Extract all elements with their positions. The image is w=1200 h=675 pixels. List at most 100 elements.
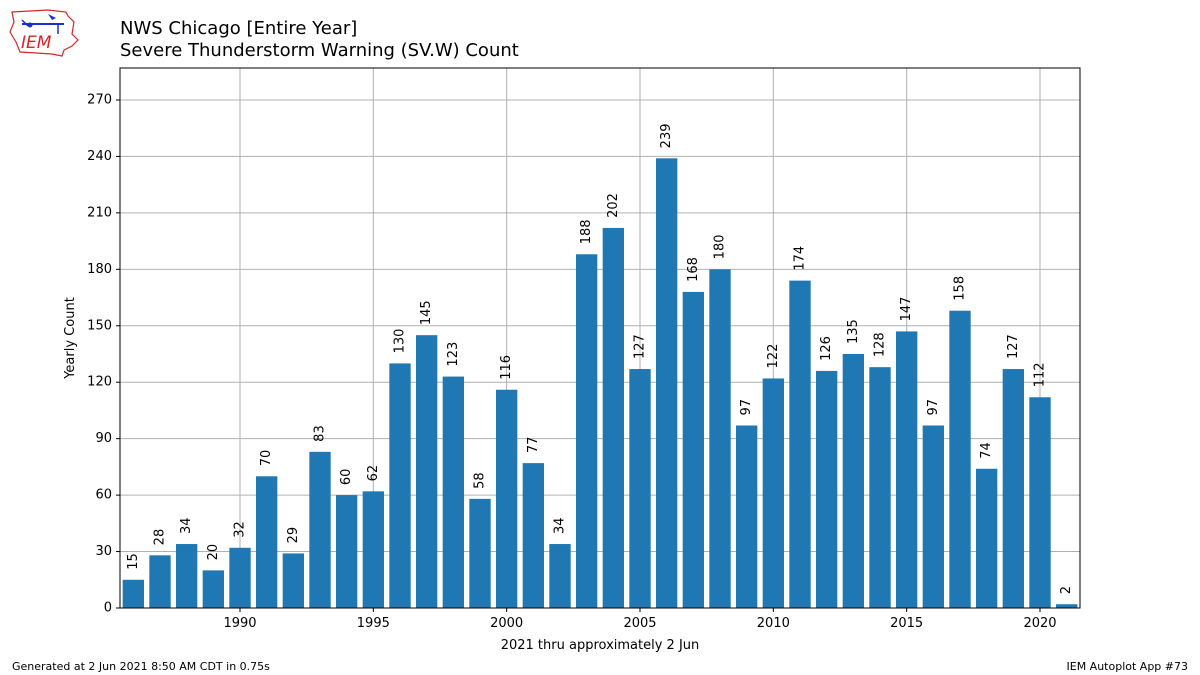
- bar-value-label: 127: [1006, 334, 1021, 359]
- bar: [682, 291, 704, 608]
- axes: 0 30 60 90 120 150 180 210 240 270 1990 1995 2000 200…: [87, 92, 1056, 631]
- x-tick-label: 2005: [623, 616, 656, 631]
- bar-value-label: 130: [393, 329, 408, 354]
- chart-subtitle: Severe Thunderstorm Warning (SV.W) Count: [120, 40, 519, 61]
- x-tick-label: 1990: [223, 616, 256, 631]
- bar: [469, 498, 491, 608]
- bar-value-label: 83: [313, 425, 328, 442]
- bar: [816, 370, 838, 608]
- bars: [122, 158, 1078, 609]
- bar-value-label: 127: [633, 334, 648, 359]
- bar: [789, 280, 811, 608]
- bar: [896, 331, 918, 608]
- x-tick-label: 2015: [890, 616, 923, 631]
- bar: [362, 491, 384, 608]
- bar-value-label: 112: [1033, 362, 1048, 387]
- bar: [1056, 604, 1078, 608]
- x-tick-label: 2000: [490, 616, 523, 631]
- bar-value-label: 122: [766, 344, 781, 369]
- bar: [256, 476, 278, 608]
- y-tick-label: 120: [87, 375, 112, 390]
- bar: [149, 555, 171, 608]
- bar: [949, 310, 971, 608]
- bar: [336, 495, 358, 608]
- bar: [549, 544, 571, 608]
- bar: [709, 269, 731, 608]
- bar: [442, 376, 464, 608]
- app-footer: IEM Autoplot App #73: [1066, 660, 1189, 673]
- bar-value-label: 158: [953, 276, 968, 301]
- bar: [656, 158, 678, 608]
- bar: [869, 367, 891, 608]
- y-tick-label: 90: [95, 431, 112, 446]
- bar-value-label: 2: [1059, 586, 1074, 594]
- bar-value-label: 20: [206, 544, 221, 561]
- bar: [1029, 397, 1051, 608]
- bar-value-label: 202: [606, 193, 621, 218]
- bar: [389, 363, 411, 608]
- bar: [176, 544, 198, 608]
- bar: [309, 451, 331, 608]
- iem-logo: IEM: [9, 9, 79, 57]
- bar-value-label: 97: [739, 399, 754, 416]
- bar-value-label: 180: [713, 234, 728, 259]
- bar: [629, 369, 651, 608]
- y-tick-label: 150: [87, 318, 112, 333]
- bar-value-label: 58: [473, 472, 488, 489]
- bar-value-label: 29: [286, 527, 301, 544]
- y-tick-label: 0: [104, 601, 112, 616]
- y-tick-label: 210: [87, 205, 112, 220]
- bar-value-label: 97: [926, 399, 941, 416]
- bar-value-label: 135: [846, 319, 861, 344]
- y-axis-label: Yearly Count: [63, 297, 78, 380]
- bar-value-label: 239: [659, 123, 674, 148]
- x-tick-label: 1995: [357, 616, 390, 631]
- bar-value-label: 128: [873, 332, 888, 357]
- bar: [282, 553, 304, 608]
- bar-value-label: 126: [819, 336, 834, 361]
- bar: [922, 425, 944, 608]
- bar: [576, 254, 598, 608]
- bar: [842, 353, 864, 608]
- bar-value-label: 74: [979, 442, 994, 459]
- x-axis-label: 2021 thru approximately 2 Jun: [501, 638, 700, 653]
- x-tick-label: 2020: [1023, 616, 1056, 631]
- bar: [522, 463, 544, 608]
- bar-value-label: 70: [259, 450, 274, 467]
- bar: [496, 389, 518, 608]
- bar: [122, 579, 144, 608]
- bar-value-label: 188: [579, 219, 594, 244]
- bar-value-label: 116: [499, 355, 514, 380]
- bar-value-label: 147: [899, 297, 914, 322]
- y-tick-label: 60: [95, 488, 112, 503]
- chart-title: NWS Chicago [Entire Year]: [120, 18, 358, 39]
- bar-value-label: 32: [233, 521, 248, 538]
- y-tick-label: 30: [95, 544, 112, 559]
- bar-value-label: 174: [793, 246, 808, 271]
- y-tick-label: 180: [87, 262, 112, 277]
- logo-text: IEM: [21, 33, 52, 53]
- bar-value-label: 62: [366, 465, 381, 482]
- x-tick-label: 2010: [757, 616, 790, 631]
- plot-frame: [119, 67, 1081, 609]
- bar: [736, 425, 758, 608]
- bar-value-label: 15: [126, 553, 141, 570]
- bar-value-label: 145: [419, 300, 434, 325]
- y-tick-label: 270: [87, 92, 112, 107]
- bar: [762, 378, 784, 608]
- bar-value-label: 60: [339, 469, 354, 486]
- bar-value-label: 168: [686, 257, 701, 282]
- bar: [416, 335, 438, 608]
- bar: [602, 227, 624, 609]
- bar: [202, 570, 224, 608]
- bar-labels: 15 28 34 20 32 70 29 83 60 62 130 145 123 58 116 77 34 18…: [126, 123, 1074, 594]
- bar-value-label: 34: [553, 517, 568, 534]
- bar: [229, 547, 251, 608]
- bar-value-label: 123: [446, 342, 461, 367]
- generated-footer: Generated at 2 Jun 2021 8:50 AM CDT in 0…: [12, 660, 270, 673]
- y-tick-label: 240: [87, 149, 112, 164]
- bar-value-label: 28: [153, 529, 168, 546]
- bar-value-label: 77: [526, 437, 541, 454]
- bar: [1002, 369, 1024, 608]
